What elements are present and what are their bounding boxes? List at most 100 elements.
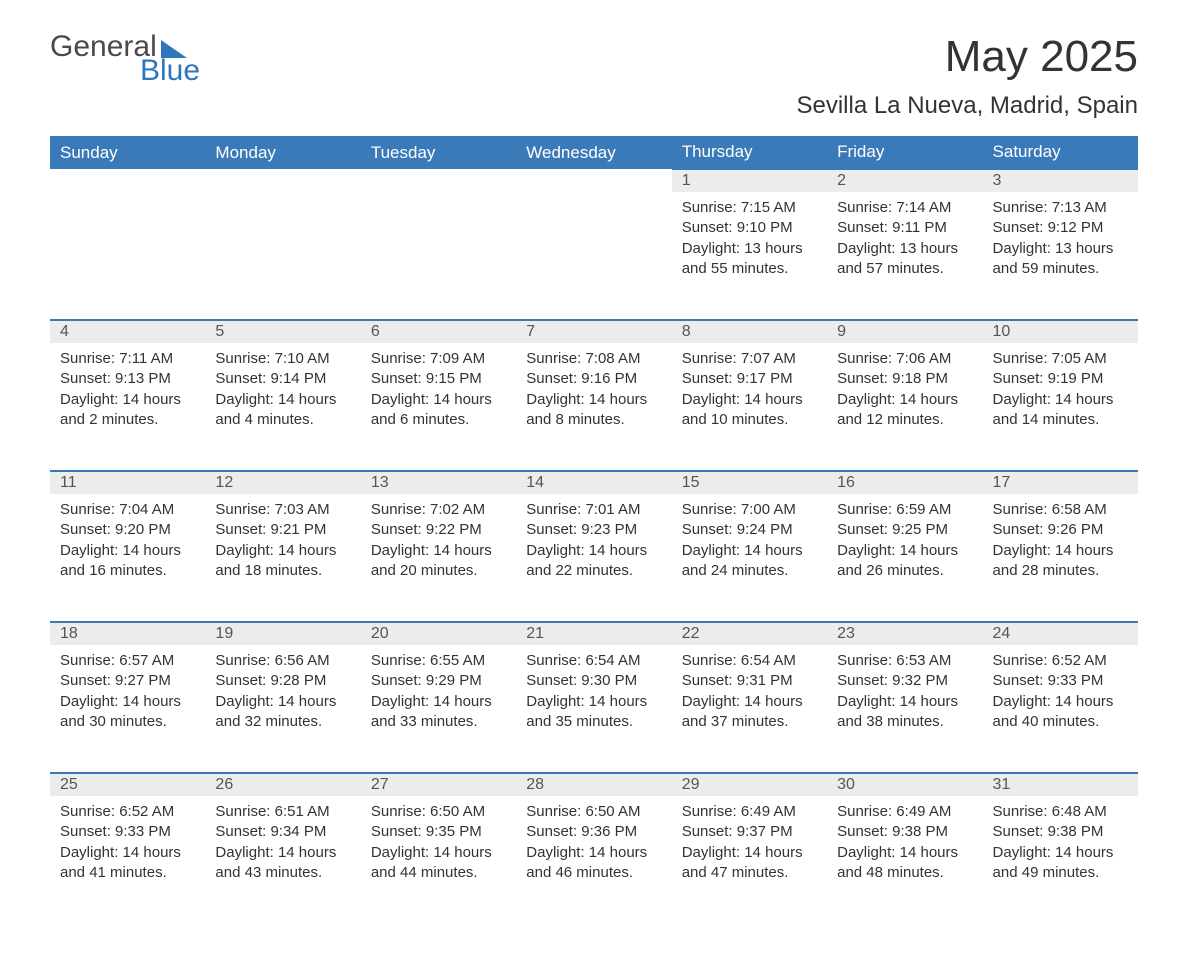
daylight-line: Daylight: 13 hours (993, 239, 1128, 259)
day-header: Saturday (983, 136, 1138, 169)
daylight-line: and 43 minutes. (215, 863, 350, 883)
page-subtitle: Sevilla La Nueva, Madrid, Spain (50, 92, 1138, 120)
day-number-cell: 1 (672, 169, 827, 192)
sunrise-line: Sunrise: 6:57 AM (60, 651, 195, 671)
daylight-line: Daylight: 14 hours (371, 541, 506, 561)
day-number-cell: 22 (672, 622, 827, 645)
day-number-cell: 12 (205, 471, 360, 494)
sunset-line: Sunset: 9:31 PM (682, 671, 817, 691)
week-daynum-row: 45678910 (50, 320, 1138, 343)
sunset-line: Sunset: 9:15 PM (371, 369, 506, 389)
brand-logo: General Blue (50, 32, 200, 86)
daylight-line: Daylight: 14 hours (371, 843, 506, 863)
sunset-line: Sunset: 9:14 PM (215, 369, 350, 389)
day-cell: Sunrise: 6:49 AMSunset: 9:38 PMDaylight:… (827, 796, 982, 924)
day-number-cell: 9 (827, 320, 982, 343)
daylight-line: Daylight: 14 hours (526, 390, 661, 410)
daylight-line: and 30 minutes. (60, 712, 195, 732)
day-number-cell: 20 (361, 622, 516, 645)
day-cell: Sunrise: 7:08 AMSunset: 9:16 PMDaylight:… (516, 343, 671, 471)
day-cell-body: Sunrise: 6:52 AMSunset: 9:33 PMDaylight:… (983, 645, 1138, 750)
daylight-line: Daylight: 14 hours (60, 541, 195, 561)
day-number-cell: 8 (672, 320, 827, 343)
day-cell: Sunrise: 7:02 AMSunset: 9:22 PMDaylight:… (361, 494, 516, 622)
day-number-cell: 26 (205, 773, 360, 796)
sunrise-line: Sunrise: 7:13 AM (993, 198, 1128, 218)
sunrise-line: Sunrise: 6:50 AM (371, 802, 506, 822)
day-cell-body: Sunrise: 7:00 AMSunset: 9:24 PMDaylight:… (672, 494, 827, 599)
day-header: Friday (827, 136, 982, 169)
day-number-cell: 14 (516, 471, 671, 494)
day-number-cell: 4 (50, 320, 205, 343)
sunrise-line: Sunrise: 7:04 AM (60, 500, 195, 520)
daylight-line: Daylight: 14 hours (837, 541, 972, 561)
daylight-line: and 2 minutes. (60, 410, 195, 430)
daylight-line: and 35 minutes. (526, 712, 661, 732)
daylight-line: and 14 minutes. (993, 410, 1128, 430)
sunrise-line: Sunrise: 6:52 AM (993, 651, 1128, 671)
daylight-line: Daylight: 14 hours (60, 843, 195, 863)
day-cell-body: Sunrise: 7:08 AMSunset: 9:16 PMDaylight:… (516, 343, 671, 448)
daylight-line: and 24 minutes. (682, 561, 817, 581)
sunset-line: Sunset: 9:36 PM (526, 822, 661, 842)
day-cell: Sunrise: 6:59 AMSunset: 9:25 PMDaylight:… (827, 494, 982, 622)
day-cell: Sunrise: 6:54 AMSunset: 9:31 PMDaylight:… (672, 645, 827, 773)
daylight-line: Daylight: 14 hours (215, 692, 350, 712)
daylight-line: and 57 minutes. (837, 259, 972, 279)
day-header: Monday (205, 136, 360, 169)
day-cell (205, 192, 360, 320)
day-cell-body: Sunrise: 6:57 AMSunset: 9:27 PMDaylight:… (50, 645, 205, 750)
daylight-line: and 47 minutes. (682, 863, 817, 883)
day-cell-body: Sunrise: 6:50 AMSunset: 9:36 PMDaylight:… (516, 796, 671, 901)
sunrise-line: Sunrise: 7:08 AM (526, 349, 661, 369)
daylight-line: Daylight: 14 hours (60, 390, 195, 410)
sunrise-line: Sunrise: 6:49 AM (837, 802, 972, 822)
day-cell-body: Sunrise: 7:11 AMSunset: 9:13 PMDaylight:… (50, 343, 205, 448)
day-cell: Sunrise: 6:48 AMSunset: 9:38 PMDaylight:… (983, 796, 1138, 924)
day-cell: Sunrise: 7:04 AMSunset: 9:20 PMDaylight:… (50, 494, 205, 622)
daylight-line: and 32 minutes. (215, 712, 350, 732)
daylight-line: Daylight: 14 hours (215, 843, 350, 863)
sunrise-line: Sunrise: 7:14 AM (837, 198, 972, 218)
sunrise-line: Sunrise: 6:56 AM (215, 651, 350, 671)
sunset-line: Sunset: 9:23 PM (526, 520, 661, 540)
day-cell: Sunrise: 6:53 AMSunset: 9:32 PMDaylight:… (827, 645, 982, 773)
day-header: Sunday (50, 136, 205, 169)
daylight-line: and 16 minutes. (60, 561, 195, 581)
day-cell-body: Sunrise: 7:10 AMSunset: 9:14 PMDaylight:… (205, 343, 360, 448)
daylight-line: Daylight: 14 hours (526, 843, 661, 863)
week-body-row: Sunrise: 7:04 AMSunset: 9:20 PMDaylight:… (50, 494, 1138, 622)
sunset-line: Sunset: 9:16 PM (526, 369, 661, 389)
calendar-table: Sunday Monday Tuesday Wednesday Thursday… (50, 136, 1138, 924)
sail-icon (161, 40, 187, 58)
sunrise-line: Sunrise: 7:03 AM (215, 500, 350, 520)
day-cell: Sunrise: 7:13 AMSunset: 9:12 PMDaylight:… (983, 192, 1138, 320)
day-number-cell: 25 (50, 773, 205, 796)
day-number-cell: 10 (983, 320, 1138, 343)
week-body-row: Sunrise: 7:15 AMSunset: 9:10 PMDaylight:… (50, 192, 1138, 320)
daylight-line: Daylight: 14 hours (837, 390, 972, 410)
day-number-cell: 27 (361, 773, 516, 796)
sunset-line: Sunset: 9:38 PM (993, 822, 1128, 842)
sunset-line: Sunset: 9:24 PM (682, 520, 817, 540)
sunrise-line: Sunrise: 7:06 AM (837, 349, 972, 369)
day-number-cell (516, 169, 671, 192)
day-number-cell (361, 169, 516, 192)
day-cell: Sunrise: 7:14 AMSunset: 9:11 PMDaylight:… (827, 192, 982, 320)
daylight-line: Daylight: 14 hours (993, 541, 1128, 561)
daylight-line: Daylight: 14 hours (215, 541, 350, 561)
sunset-line: Sunset: 9:18 PM (837, 369, 972, 389)
sunrise-line: Sunrise: 6:49 AM (682, 802, 817, 822)
sunrise-line: Sunrise: 7:09 AM (371, 349, 506, 369)
day-cell-body: Sunrise: 7:07 AMSunset: 9:17 PMDaylight:… (672, 343, 827, 448)
sunset-line: Sunset: 9:10 PM (682, 218, 817, 238)
day-number-cell: 23 (827, 622, 982, 645)
day-cell-body: Sunrise: 7:14 AMSunset: 9:11 PMDaylight:… (827, 192, 982, 297)
sunset-line: Sunset: 9:12 PM (993, 218, 1128, 238)
week-daynum-row: 11121314151617 (50, 471, 1138, 494)
day-header: Wednesday (516, 136, 671, 169)
sunset-line: Sunset: 9:11 PM (837, 218, 972, 238)
day-cell: Sunrise: 6:49 AMSunset: 9:37 PMDaylight:… (672, 796, 827, 924)
daylight-line: Daylight: 14 hours (837, 843, 972, 863)
header: General Blue May 2025 (50, 32, 1138, 86)
